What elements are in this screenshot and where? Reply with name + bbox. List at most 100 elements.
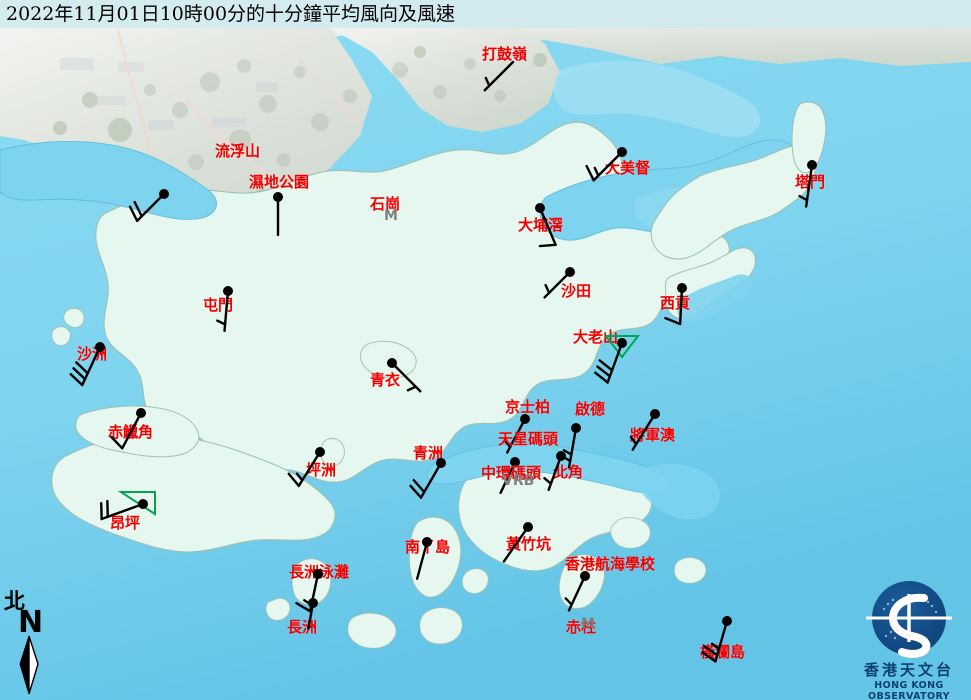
barb-half [543, 476, 553, 485]
barb-half [710, 642, 721, 651]
barb-half [562, 449, 573, 456]
barb-full [538, 243, 557, 248]
station-label: 橫瀾島 [700, 643, 746, 661]
wind-barb [287, 447, 325, 488]
compass-rose: 北 N [2, 590, 72, 698]
page-title: 2022年11月01日10時00分的十分鐘平均風向及風速 [6, 3, 456, 25]
wind-barb [273, 192, 283, 237]
wind-barb [216, 286, 233, 333]
compass-label-cn: 北 [4, 588, 25, 613]
station-dot [308, 598, 318, 608]
station-label: 石崗 [370, 195, 401, 213]
barb-half [544, 283, 551, 295]
wind-barb [502, 522, 533, 563]
station-dot [650, 409, 660, 419]
station-label: 青衣 [370, 371, 401, 389]
wind-barb [564, 571, 590, 612]
barb-half [406, 385, 417, 392]
station-dot [807, 160, 817, 170]
station-label: 坪洲 [306, 461, 337, 479]
green-triangle-marker [603, 335, 641, 359]
station-dot [571, 423, 581, 433]
wind-barb [483, 60, 515, 92]
barb-full [596, 365, 612, 378]
compass-needle-icon [19, 635, 39, 695]
barb-half [216, 319, 227, 326]
barb-full [412, 478, 426, 494]
station-label: 沙田 [561, 282, 592, 300]
barb-full [598, 359, 614, 372]
barb-full [128, 205, 139, 223]
station-label: 香港航海學校 [565, 555, 656, 573]
barb-full [295, 601, 312, 613]
barb-full [409, 484, 423, 499]
station-status-flag: M [384, 208, 398, 224]
wind-barb [535, 203, 557, 248]
wind-barb [69, 342, 105, 387]
station-dot [273, 192, 283, 202]
station-label: 京士柏 [505, 398, 551, 416]
barb-staff [502, 525, 530, 563]
station-dot [510, 457, 520, 467]
station-label: 昂坪 [110, 514, 141, 532]
barb-full [72, 367, 87, 381]
barb-staff [499, 460, 517, 495]
station-label: 流浮山 [215, 142, 261, 160]
wind-barb [100, 491, 156, 521]
station-label: 青洲 [413, 444, 444, 462]
station-label: 中環碼頭 [481, 464, 542, 482]
station-label: 打鼓嶺 [482, 45, 528, 63]
station-label: 將軍澳 [630, 426, 676, 444]
wind-barb [543, 451, 566, 492]
station-dot [580, 571, 590, 581]
barb-staff [121, 411, 143, 450]
compass-label-en: N [18, 605, 44, 640]
title-bar: 2022年11月01日10時00分的十分鐘平均風向及風速 [0, 0, 971, 28]
barb-full [594, 371, 609, 384]
barb-half [295, 472, 304, 482]
hko-name-en: HONG KONG OBSERVATORY [868, 680, 950, 700]
barb-half [798, 194, 809, 202]
hko-name-cn: 香港天文台 [863, 661, 954, 679]
barb-full [110, 435, 124, 450]
station-dot [722, 616, 732, 626]
barb-full [585, 164, 595, 182]
barb-full [133, 200, 143, 218]
station-dot [617, 147, 627, 157]
barb-half [629, 436, 638, 446]
wind-barb [387, 358, 422, 393]
station-dot [159, 189, 169, 199]
wind-barb [664, 283, 687, 326]
station-dot [523, 522, 533, 532]
station-dot [422, 537, 432, 547]
barb-full [664, 316, 682, 326]
wind-barb [415, 537, 432, 580]
station-dot [556, 451, 566, 461]
barb-half [564, 597, 573, 606]
station-label: 濕地公園 [249, 173, 310, 191]
station-dot [677, 283, 687, 293]
wind-barb [499, 457, 520, 495]
station-label: 黃竹坑 [506, 535, 552, 553]
station-dot [520, 414, 530, 424]
hk-land-shapes [0, 60, 827, 649]
barb-full [287, 472, 301, 488]
station-label: 天星碼頭 [498, 430, 559, 448]
wind-barb [585, 147, 627, 182]
wind-barb [594, 335, 641, 384]
station-label: 大埔滘 [518, 216, 564, 234]
barb-staff [538, 206, 557, 247]
station-label: 赤柱 [566, 618, 597, 636]
station-dot [136, 408, 146, 418]
station-dot [138, 499, 148, 509]
station-dot [387, 358, 397, 368]
station-label: 大老山 [573, 328, 619, 346]
station-dot [315, 447, 325, 457]
wind-barb [701, 616, 732, 663]
wind-barb [543, 267, 575, 299]
barb-full [69, 372, 84, 387]
wind-barb [307, 598, 318, 630]
